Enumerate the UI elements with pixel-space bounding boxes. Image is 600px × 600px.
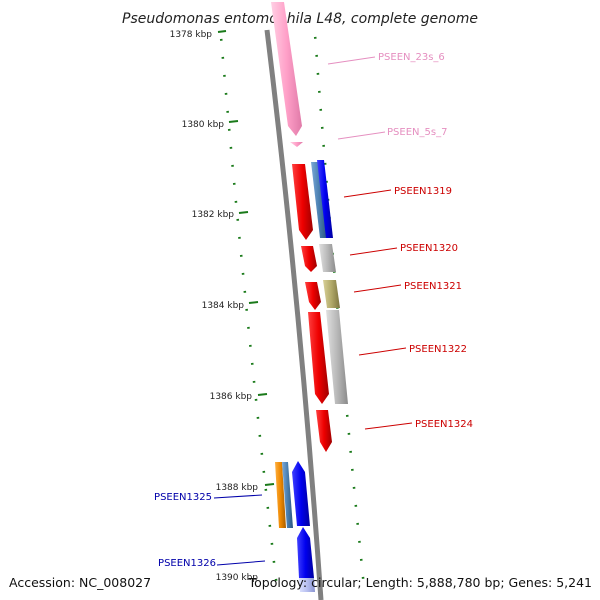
leader-line [343,189,392,198]
gene-features [271,2,348,592]
major-tick [217,30,227,33]
leader-line [358,347,407,356]
gene-labels: PSEEN_23s_6 PSEEN_5s_7 PSEEN1319 PSEEN13… [154,52,473,569]
gene-feature-olive [323,280,340,308]
gene-feature-steel [282,462,293,528]
gene-feature-blue [317,160,333,238]
gene-feature-gray [326,310,348,404]
gene-feature-blue [292,461,310,526]
genome-backbone [264,29,324,600]
tick-label: 1378 kbp [170,30,213,40]
gene-label-pseen1321: PSEEN1321 [404,281,462,292]
gene-feature-red [308,312,329,404]
inner-tick-dots [219,38,278,581]
tick-label: 1380 kbp [182,120,225,130]
leader-line [353,284,402,293]
scale-ticks: 1378 kbp 1380 kbp 1382 kbp 1384 kbp 1386… [170,30,275,583]
tick-label: 1384 kbp [202,301,245,311]
gene-feature-blue [297,527,314,578]
gene-feature-gray [319,244,336,272]
gene-feature-lightblue [299,578,315,592]
leader-line [337,131,386,140]
major-tick [238,211,249,214]
gene-feature-rrna-5s [290,142,303,147]
gene-feature-red [305,282,321,310]
accession-label: Accession: NC_008027 [9,575,151,590]
gene-feature-rrna-23s [271,2,302,136]
map-title: Pseudomonas entomophila L48, complete ge… [122,11,478,27]
gene-feature-red [301,246,317,272]
tick-label: 1382 kbp [192,210,235,220]
tick-label: 1386 kbp [210,392,253,402]
leader-line [213,494,263,499]
tick-label: 1390 kbp [216,573,259,583]
gene-label-pseen1319: PSEEN1319 [394,186,452,197]
leader-line [216,560,266,566]
gene-label-pseen1320: PSEEN1320 [400,243,458,254]
major-tick [228,120,239,123]
gene-label-pseen-23s-6: PSEEN_23s_6 [378,52,445,63]
gene-feature-red [292,164,313,240]
gene-label-pseen1324: PSEEN1324 [415,419,473,430]
leader-line [364,422,413,430]
major-tick [264,483,275,486]
gene-feature-orange [275,462,286,528]
tick-label: 1388 kbp [216,483,259,493]
gene-label-pseen1326: PSEEN1326 [158,558,216,569]
gene-feature-red [316,410,332,452]
leader-line [327,56,376,65]
leader-line [349,247,398,256]
genome-summary: Topology: circular; Length: 5,888,780 bp… [248,575,592,590]
label-leaders [213,56,413,566]
gene-label-pseen1322: PSEEN1322 [409,344,467,355]
gene-feature-steel [311,162,327,238]
major-tick [257,393,268,396]
gene-label-pseen1325: PSEEN1325 [154,492,212,503]
gene-label-pseen-5s-7: PSEEN_5s_7 [387,127,447,138]
major-tick [248,301,259,304]
